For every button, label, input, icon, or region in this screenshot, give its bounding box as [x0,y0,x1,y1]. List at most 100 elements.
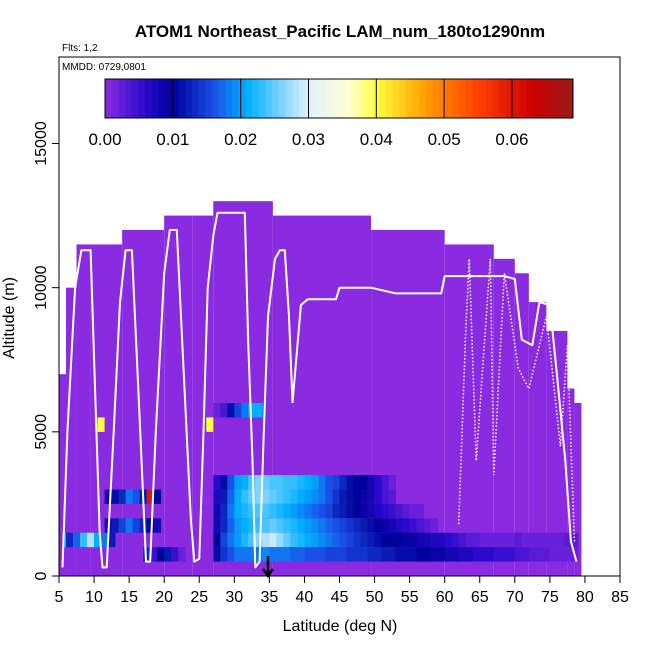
x-tick-label-11: 60 [436,589,454,606]
heatmap-cell-243 [500,547,509,562]
heatmap-cell-23 [111,518,120,533]
colorbar-swatch-23 [258,79,266,118]
heatmap-cell-146 [409,518,418,533]
heatmap-cell-211 [276,547,284,562]
colorbar-swatch-60 [506,79,514,118]
heatmap-cell-169 [346,532,354,548]
colorbar-swatch-33 [325,79,333,118]
heatmap-cell-178 [409,532,418,548]
heatmap-cell-193 [514,532,523,548]
heatmap-cell-235 [444,547,453,562]
heatmap-cell-248 [535,547,544,562]
heatmap-cell-40 [241,475,249,490]
colorbar-swatch-21 [245,79,253,118]
colorbar-tick-label-0: 0.00 [88,130,121,149]
heatmap-cell-197 [542,532,551,548]
colorbar-swatch-7 [151,79,159,118]
heatmap-cell-53 [332,475,340,490]
flight-track-flight-1 [61,211,294,569]
heatmap-cell-70 [269,489,277,504]
heatmap-cell-115 [402,503,411,519]
heatmap-cell-29 [153,518,162,533]
heatmap-cell-86 [381,489,389,504]
heatmap-cell-186 [465,532,474,548]
heatmap-cell-87 [388,489,396,504]
heatmap-cell-130 [297,518,305,533]
heatmap-cell-196 [535,532,544,548]
heatmap-cell-67 [248,489,256,504]
colorbar-tick-label-6: 0.06 [495,130,528,149]
heatmap-cell-238 [465,547,474,562]
heatmap-cell-36 [213,475,221,490]
heatmap-cell-99 [290,503,298,519]
colorbar-swatch-52 [452,79,460,118]
colorbar-swatch-64 [532,79,541,118]
colorbar-swatch-59 [499,79,507,118]
heatmap-cell-46 [283,475,291,490]
x-tick-label-10: 55 [401,589,419,606]
x-tick-label-3: 20 [155,589,173,606]
colorbar-swatch-9 [165,79,173,118]
heatmap-cell-160 [283,532,291,548]
heatmap-cell-138 [353,518,361,533]
colorbar-swatch-13 [191,79,200,118]
colorbar-swatch-4 [131,79,139,118]
heatmap-cell-79 [332,489,340,504]
heatmap-cell-195 [528,532,537,548]
heatmap-cell-7 [66,532,74,548]
colorbar-swatch-14 [198,79,206,118]
heatmap-cell-179 [416,532,425,548]
heatmap-cell-52 [325,475,333,490]
heatmap-cell-64 [227,489,235,504]
heatmap-cell-63 [220,489,228,504]
heatmap-cell-61 [388,475,396,490]
heatmap-cell-147 [416,518,425,533]
colorbar-swatch-22 [252,79,260,118]
heatmap-cell-125 [262,518,270,533]
heatmap-cell-150 [213,532,221,548]
heatmap-cell-43 [262,475,270,490]
heatmap-cell-76 [311,489,319,504]
heatmap-cell-157 [262,532,270,548]
heatmap-cell-177 [402,532,411,548]
heatmap-cell-183 [444,532,453,548]
heatmap-cell-215 [304,547,312,562]
heatmap-cell-222 [353,547,361,562]
heatmap-cell-255 [206,417,214,432]
coverage-column-11 [444,244,494,576]
heatmap-cell-229 [402,547,411,562]
heatmap-cell-187 [472,532,481,548]
heatmap-cell-167 [332,532,340,548]
heatmap-cell-184 [451,532,460,548]
x-tick-label-0: 5 [55,589,64,606]
heatmap-cell-190 [493,532,502,548]
colorbar-swatch-0 [105,79,113,118]
heatmap-cell-123 [248,518,256,533]
heatmap-cell-109 [360,503,368,519]
colorbar-swatch-66 [546,79,554,118]
heatmap-cell-133 [318,518,326,533]
colorbar-swatch-37 [352,79,360,118]
heatmap-cell-249 [542,547,551,562]
heatmap-cell-168 [339,532,347,548]
heatmap-cell-200 [563,532,572,548]
heatmap-cell-144 [395,518,404,533]
heatmap-cell-223 [360,547,368,562]
position-arrow [261,556,274,579]
heatmap-cell-45 [276,475,284,490]
heatmap-cell-185 [458,532,467,548]
heatmap-cell-224 [367,547,375,562]
colorbar-swatch-43 [392,79,400,118]
heatmap-cell-97 [276,503,284,519]
heatmap-cell-188 [479,532,488,548]
heatmap-cell-90 [227,503,235,519]
y-tick-label-2: 10000 [33,265,50,310]
colorbar-swatch-3 [125,79,133,118]
colorbar-swatch-47 [419,79,427,118]
colorbar-swatch-25 [272,79,280,118]
heatmap-cell-127 [276,518,284,533]
colorbar-swatch-53 [459,79,467,118]
y-axis-label: Altitude (m) [1,277,18,359]
heatmap-cell-245 [514,547,523,562]
heatmap-cell-203 [220,547,228,562]
